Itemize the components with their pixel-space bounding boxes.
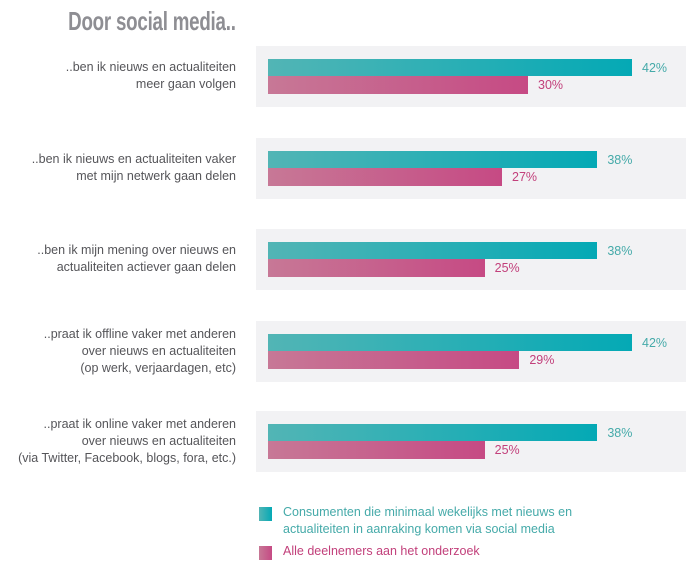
data-label-teal: 38% (607, 426, 633, 440)
bar-group-panel: 38% 25% (256, 411, 686, 472)
bar-teal (268, 59, 632, 76)
data-label-teal: 42% (642, 61, 668, 75)
category-label: ..praat ik offline vaker met anderen ove… (43, 326, 236, 375)
bar-teal (268, 151, 598, 168)
bar-teal (268, 334, 632, 351)
legend-swatch-teal (259, 507, 272, 521)
bar-group-panel: 42% 29% (256, 321, 686, 382)
data-label-pink: 29% (529, 353, 555, 367)
bar-pink (268, 351, 520, 369)
category-label: ..ben ik nieuws en actualiteiten vaker m… (31, 152, 236, 183)
bar-teal (268, 424, 598, 441)
data-label-pink: 30% (538, 78, 564, 92)
legend-label: Alle deelnemers aan het onderzoek (283, 544, 480, 558)
bar-pink (268, 168, 502, 186)
bar-teal (268, 242, 598, 259)
bar-pink (268, 76, 528, 94)
data-label-teal: 38% (607, 244, 633, 258)
bar-pink (268, 441, 485, 459)
legend-label: Consumenten die minimaal wekelijks met n… (283, 505, 573, 536)
bar-group-panel: 38% 27% (256, 138, 686, 199)
category-label: ..praat ik online vaker met anderen over… (18, 416, 236, 465)
bar-group-panel: 38% 25% (256, 229, 686, 290)
data-label-pink: 25% (494, 443, 520, 457)
legend-swatch-pink (259, 546, 272, 560)
data-label-pink: 25% (494, 261, 520, 275)
category-label: ..ben ik mijn mening over nieuws en actu… (37, 243, 236, 274)
bar-pink (268, 259, 485, 277)
bar-group-panel: 42% 30% (256, 46, 686, 107)
chart-title: Door social media.. (68, 6, 236, 36)
category-label: ..ben ik nieuws en actualiteiten meer ga… (65, 60, 236, 91)
data-label-pink: 27% (512, 170, 538, 184)
data-label-teal: 42% (642, 336, 668, 350)
data-label-teal: 38% (607, 153, 633, 167)
